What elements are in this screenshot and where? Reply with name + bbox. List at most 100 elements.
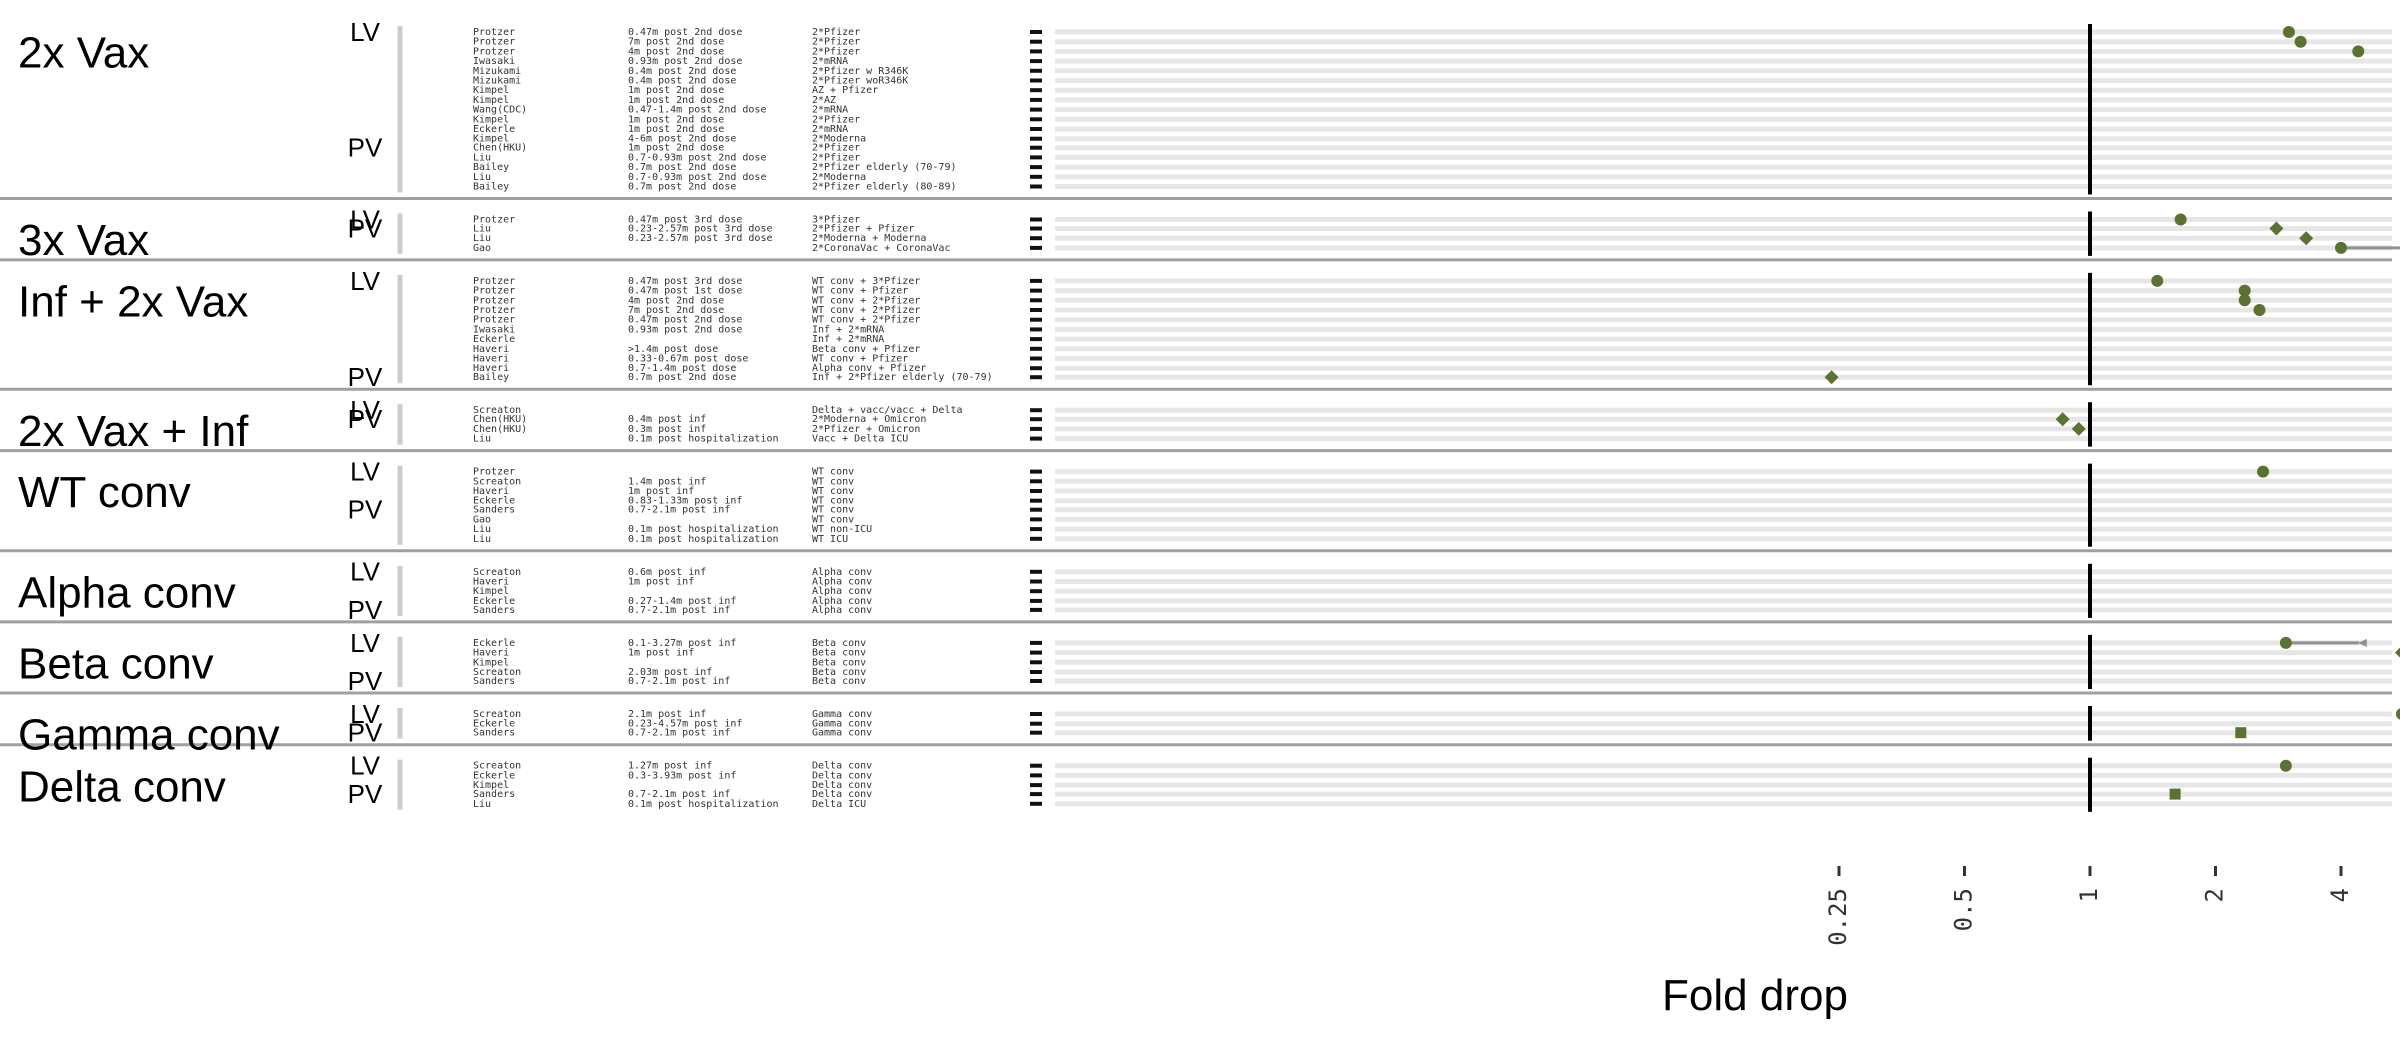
row-regimen: 2*Pfizer — [812, 27, 860, 38]
row-regimen: Alpha conv — [812, 586, 872, 597]
row-regimen: WT conv + Pfizer — [812, 354, 908, 365]
row-regimen: Delta conv — [812, 761, 872, 772]
group-label-2x-vax-inf: 2x Vax + Inf — [18, 407, 249, 456]
row-study: Protzer — [473, 46, 515, 57]
type-label-lv: LV — [350, 751, 381, 781]
row-time: 0.47m post 2nd dose — [628, 315, 742, 326]
row-regimen: Beta conv + Pfizer — [812, 344, 920, 355]
row-regimen: Alpha conv — [812, 567, 872, 578]
row-time: 0.47m post 1st dose — [628, 286, 742, 297]
row-time: 1m post 2nd dose — [628, 114, 724, 125]
row-study: Kimpel — [473, 85, 509, 96]
row-study: Liu — [473, 172, 491, 183]
row-study: Screaton — [473, 667, 521, 678]
type-label-pv: PV — [348, 404, 383, 434]
row-time: 0.7-0.93m post 2nd dose — [628, 152, 766, 163]
row-time: 0.7-2.1m post inf — [628, 605, 730, 616]
data-point-square — [2235, 727, 2247, 739]
row-regimen: 2*Pfizer — [812, 37, 860, 48]
row-time: 0.1m post hospitalization — [628, 799, 779, 810]
row-time: 1m post inf — [628, 486, 694, 497]
type-label-lv: LV — [350, 266, 381, 296]
row-time: 0.47-1.4m post 2nd dose — [628, 105, 766, 116]
row-time: 4-6m post 2nd dose — [628, 134, 736, 145]
row-study: Sanders — [473, 505, 515, 516]
type-label-pv: PV — [348, 595, 383, 625]
x-tick-label: 1 — [2075, 888, 2103, 902]
row-regimen: Alpha conv — [812, 605, 872, 616]
row-time: 0.3m post inf — [628, 424, 706, 435]
x-tick-label: 0.25 — [1824, 888, 1852, 946]
data-point-diamond — [2394, 647, 2400, 658]
row-time: 0.23-4.57m post inf — [628, 719, 742, 730]
group-label-wt-conv: WT conv — [18, 468, 191, 517]
marks-layer — [1824, 26, 2400, 800]
label-layer: 2x Vax LV Protzer 0.47m post 2nd dose 2*Pfiz… — [18, 17, 993, 811]
data-point-circle — [2253, 304, 2266, 316]
type-label-lv: LV — [350, 456, 381, 486]
row-regimen: 2*Pfizer woR346K — [812, 76, 908, 87]
x-axis: Fold drop 25612864321684210.50.25 — [1662, 866, 2354, 1020]
row-time: 0.1-3.27m post inf — [628, 638, 736, 649]
data-point-circle — [2279, 759, 2292, 772]
row-time: 0.83-1.33m post inf — [628, 496, 742, 507]
row-study: Liu — [473, 534, 491, 545]
x-tick-label: 4 — [2326, 888, 2354, 902]
row-regimen: WT conv + 2*Pfizer — [812, 295, 920, 306]
row-regimen: Delta ICU — [812, 799, 866, 810]
row-study: Bailey — [473, 162, 509, 173]
row-study: Protzer — [473, 215, 515, 226]
row-regimen: 2*Moderna + Omicron — [812, 414, 926, 425]
group-label-delta-conv: Delta conv — [18, 762, 226, 811]
row-study: Eckerle — [473, 496, 515, 507]
row-regimen: WT non-ICU — [812, 524, 872, 535]
type-label-lv: LV — [350, 699, 381, 729]
row-study: Protzer — [473, 37, 515, 48]
row-study: Bailey — [473, 182, 509, 193]
x-axis-title: Fold drop — [1662, 971, 1848, 1020]
row-study: Liu — [473, 524, 491, 535]
row-regimen: WT conv + Pfizer — [812, 286, 908, 297]
row-regimen: 2*mRNA — [812, 56, 848, 67]
data-point-circle — [2238, 284, 2251, 297]
row-regimen: Vacc + Delta ICU — [812, 434, 908, 445]
row-study: Gao — [473, 243, 491, 254]
row-time: >1.4m post dose — [628, 344, 718, 355]
data-point-diamond — [2269, 221, 2284, 236]
row-regimen: WT conv — [812, 514, 854, 525]
row-study: Liu — [473, 233, 491, 244]
row-study: Screaton — [473, 567, 521, 578]
type-label-pv: PV — [348, 666, 383, 696]
separator-layer — [0, 197, 2392, 747]
data-point-circle — [2352, 45, 2365, 58]
row-time: 1.27m post inf — [628, 761, 712, 772]
row-time: 1m post 2nd dose — [628, 143, 724, 154]
row-time: 2.1m post inf — [628, 709, 706, 720]
row-study: Haveri — [473, 363, 509, 374]
row-study: Haveri — [473, 577, 509, 588]
row-time: 0.23-2.57m post 3rd dose — [628, 233, 773, 244]
group-label-2x-vax: 2x Vax — [18, 29, 149, 78]
row-study: Kimpel — [473, 780, 509, 791]
row-time: 0.33-0.67m post dose — [628, 354, 748, 365]
row-regimen: Inf + 2*Pfizer elderly (70-79) — [812, 372, 993, 383]
row-time: 0.7m post 2nd dose — [628, 372, 736, 383]
row-regimen: 2*Pfizer elderly (70-79) — [812, 162, 957, 173]
row-study: Chen(HKU) — [473, 424, 527, 435]
row-study: Wang(CDC) — [473, 105, 527, 116]
row-time: 7m post 2nd dose — [628, 305, 724, 316]
type-label-pv: PV — [348, 213, 383, 243]
row-study: Liu — [473, 152, 491, 163]
row-time: 0.3-3.93m post inf — [628, 770, 736, 781]
row-study: Iwasaki — [473, 56, 515, 67]
group-label-alpha-conv: Alpha conv — [18, 568, 236, 617]
row-study: Kimpel — [473, 134, 509, 145]
data-point-circle — [2257, 465, 2270, 478]
x-tick-label: 0.5 — [1950, 888, 1978, 931]
group-label-inf-2x-vax: Inf + 2x Vax — [18, 278, 248, 327]
row-regimen: 2*Pfizer + Pfizer — [812, 224, 914, 235]
row-study: Sanders — [473, 789, 515, 800]
data-point-circle — [2335, 241, 2347, 254]
row-regimen: WT conv + 2*Pfizer — [812, 305, 920, 316]
row-regimen: 2*CoronaVac + CoronaVac — [812, 243, 950, 254]
